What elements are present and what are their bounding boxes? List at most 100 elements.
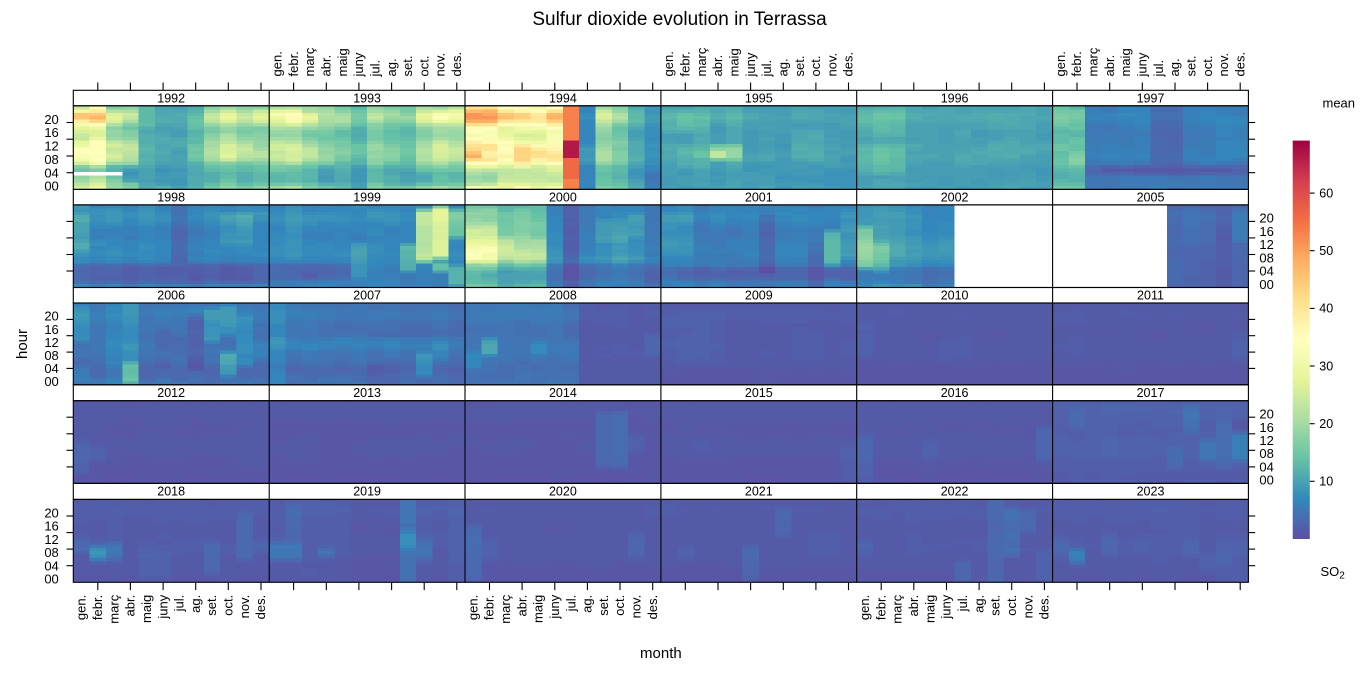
svg-text:16: 16	[44, 322, 58, 337]
svg-text:1998: 1998	[157, 191, 185, 205]
svg-text:12: 12	[44, 139, 58, 154]
svg-text:abr.: abr.	[1102, 55, 1117, 77]
svg-text:juny: juny	[939, 594, 954, 619]
svg-text:08: 08	[44, 152, 58, 167]
svg-text:ag.: ag.	[776, 58, 791, 76]
svg-text:16: 16	[44, 125, 58, 140]
svg-text:00: 00	[44, 179, 58, 194]
svg-text:1994: 1994	[549, 92, 577, 106]
svg-text:ag.: ag.	[971, 595, 986, 613]
svg-text:febr.: febr.	[1069, 51, 1084, 76]
svg-text:nov.: nov.	[433, 53, 448, 77]
svg-text:set.: set.	[988, 595, 1003, 616]
svg-text:2009: 2009	[745, 289, 773, 303]
svg-text:juny: juny	[547, 594, 562, 619]
svg-text:04: 04	[1259, 460, 1273, 475]
svg-text:2016: 2016	[941, 386, 969, 400]
svg-text:febr.: febr.	[678, 51, 693, 76]
svg-text:juny: juny	[1135, 52, 1150, 77]
svg-text:mean: mean	[1323, 96, 1356, 111]
svg-text:nov.: nov.	[629, 595, 644, 619]
svg-text:ag.: ag.	[384, 58, 399, 76]
svg-text:des.: des.	[645, 595, 660, 620]
svg-text:month: month	[640, 645, 682, 662]
svg-text:juny: juny	[743, 52, 758, 77]
svg-text:1995: 1995	[745, 92, 773, 106]
svg-text:08: 08	[1259, 250, 1273, 265]
svg-text:febr.: febr.	[482, 595, 497, 620]
svg-text:des.: des.	[841, 52, 856, 77]
svg-text:set.: set.	[596, 595, 611, 616]
svg-text:ag.: ag.	[188, 595, 203, 613]
svg-text:1992: 1992	[157, 92, 185, 106]
svg-text:16: 16	[44, 519, 58, 534]
svg-text:febr.: febr.	[873, 595, 888, 620]
svg-text:juny: juny	[351, 52, 366, 77]
svg-text:des.: des.	[253, 595, 268, 620]
svg-text:maig: maig	[1118, 48, 1133, 76]
svg-text:2011: 2011	[1137, 289, 1164, 303]
svg-text:50: 50	[1319, 244, 1333, 258]
svg-text:març: març	[498, 594, 513, 623]
svg-text:març: març	[1086, 47, 1101, 76]
svg-text:2020: 2020	[549, 485, 577, 499]
svg-text:jul.: jul.	[1151, 60, 1166, 78]
svg-text:20: 20	[1259, 211, 1273, 226]
svg-text:12: 12	[1259, 433, 1273, 448]
svg-text:04: 04	[1259, 264, 1273, 279]
svg-text:2008: 2008	[549, 289, 577, 303]
svg-text:20: 20	[44, 505, 58, 520]
svg-text:ag.: ag.	[1167, 58, 1182, 76]
svg-text:2017: 2017	[1137, 386, 1165, 400]
svg-text:març: març	[106, 594, 121, 623]
svg-text:04: 04	[44, 361, 58, 376]
svg-text:2013: 2013	[353, 386, 381, 400]
svg-text:1996: 1996	[941, 92, 969, 106]
svg-text:04: 04	[44, 165, 58, 180]
svg-text:20: 20	[44, 309, 58, 324]
svg-text:abr.: abr.	[514, 595, 529, 617]
svg-text:30: 30	[1319, 359, 1333, 373]
svg-text:des.: des.	[1232, 52, 1247, 77]
svg-text:juny: juny	[155, 594, 170, 619]
svg-text:2002: 2002	[941, 191, 969, 205]
svg-text:oct.: oct.	[1004, 595, 1019, 616]
svg-text:00: 00	[44, 572, 58, 587]
svg-text:març: març	[302, 47, 317, 76]
svg-text:set.: set.	[1184, 56, 1199, 77]
svg-text:maig: maig	[531, 595, 546, 623]
svg-text:12: 12	[44, 532, 58, 547]
svg-text:1993: 1993	[353, 92, 381, 106]
svg-text:20: 20	[1259, 407, 1273, 422]
svg-text:abr.: abr.	[319, 55, 334, 77]
svg-text:maig: maig	[335, 48, 350, 76]
svg-text:oct.: oct.	[416, 56, 431, 77]
svg-text:jul.: jul.	[367, 60, 382, 78]
svg-text:abr.: abr.	[710, 55, 725, 77]
svg-text:nov.: nov.	[237, 595, 252, 619]
svg-text:08: 08	[44, 348, 58, 363]
svg-text:nov.: nov.	[1020, 595, 1035, 619]
svg-text:hour: hour	[14, 329, 31, 359]
svg-text:08: 08	[44, 545, 58, 560]
svg-text:1997: 1997	[1137, 92, 1165, 106]
svg-text:1999: 1999	[353, 191, 381, 205]
svg-text:març: març	[694, 47, 709, 76]
svg-text:des.: des.	[449, 52, 464, 77]
svg-text:jul.: jul.	[955, 595, 970, 613]
svg-text:2021: 2021	[745, 485, 773, 499]
svg-text:2010: 2010	[941, 289, 969, 303]
svg-text:maig: maig	[727, 48, 742, 76]
svg-text:abr.: abr.	[123, 595, 138, 617]
svg-text:abr.: abr.	[906, 595, 921, 617]
svg-text:12: 12	[1259, 237, 1273, 252]
svg-text:2019: 2019	[353, 485, 381, 499]
svg-text:2001: 2001	[745, 191, 773, 205]
svg-text:des.: des.	[1037, 595, 1052, 620]
svg-text:maig: maig	[922, 595, 937, 623]
svg-text:2006: 2006	[157, 289, 185, 303]
svg-text:16: 16	[1259, 420, 1273, 435]
svg-text:Sulfur dioxide evolution in Te: Sulfur dioxide evolution in Terrassa	[532, 9, 827, 30]
svg-text:febr.: febr.	[286, 51, 301, 76]
svg-text:2015: 2015	[745, 386, 773, 400]
